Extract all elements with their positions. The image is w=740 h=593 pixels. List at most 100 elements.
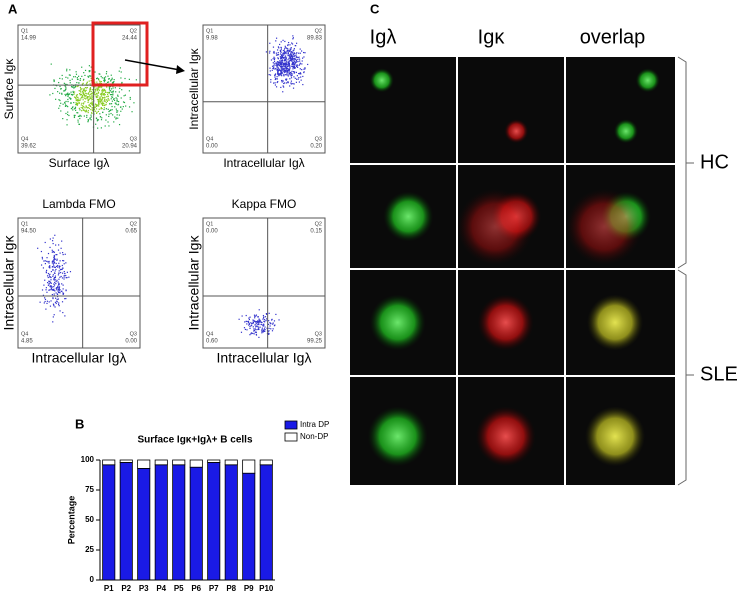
event-dot xyxy=(288,50,290,52)
event-dot xyxy=(287,72,289,74)
event-dot xyxy=(78,99,80,102)
event-dot xyxy=(111,77,113,79)
event-dot xyxy=(293,61,295,63)
event-dot xyxy=(108,113,110,115)
event-dot xyxy=(115,103,117,105)
event-dot xyxy=(262,317,265,319)
event-dot xyxy=(96,90,98,92)
event-dot xyxy=(287,69,289,71)
event-dot xyxy=(259,320,261,322)
event-dot xyxy=(251,332,253,334)
panel-label: C xyxy=(370,1,380,16)
event-dot xyxy=(84,90,86,92)
event-dot xyxy=(297,78,299,80)
event-dot xyxy=(88,76,90,78)
panel-label: A xyxy=(8,1,18,16)
event-dot xyxy=(288,62,291,64)
event-dot xyxy=(57,91,59,93)
event-dot xyxy=(62,253,64,256)
event-dot xyxy=(66,271,68,273)
event-dot xyxy=(64,298,66,300)
event-dot xyxy=(54,279,56,281)
event-dot xyxy=(67,92,69,94)
event-dot xyxy=(106,91,108,94)
event-dot xyxy=(120,97,122,99)
event-dot xyxy=(59,92,61,94)
event-dot xyxy=(87,96,89,98)
event-dot xyxy=(83,95,85,97)
event-dot xyxy=(70,98,72,100)
event-dot xyxy=(299,62,301,64)
event-dot xyxy=(276,69,278,71)
event-dot xyxy=(112,90,115,92)
event-dot xyxy=(279,65,281,67)
event-dot xyxy=(78,123,80,125)
event-dot xyxy=(47,284,50,286)
event-dot xyxy=(262,330,264,332)
event-dot xyxy=(52,260,54,262)
event-dot xyxy=(266,318,268,320)
event-dot xyxy=(59,99,61,102)
event-dot xyxy=(290,56,292,59)
event-dot xyxy=(90,77,92,79)
event-dot xyxy=(76,97,78,99)
event-dot xyxy=(100,86,102,89)
event-dot xyxy=(269,325,271,327)
event-dot xyxy=(85,105,87,107)
event-dot xyxy=(57,264,59,267)
event-dot xyxy=(80,93,82,96)
x-tick-label: P8 xyxy=(226,584,236,593)
event-dot xyxy=(76,104,78,106)
event-dot xyxy=(250,325,252,327)
event-dot xyxy=(53,277,55,279)
event-dot xyxy=(61,264,63,267)
event-dot xyxy=(282,80,284,82)
event-dot xyxy=(58,305,60,307)
event-dot xyxy=(44,279,46,281)
event-dot xyxy=(282,85,284,87)
event-dot xyxy=(303,71,305,74)
event-dot xyxy=(88,70,90,72)
event-dot xyxy=(100,107,102,109)
event-dot xyxy=(258,320,260,322)
event-dot xyxy=(91,89,94,91)
event-dot xyxy=(263,328,266,330)
event-dot xyxy=(263,329,265,331)
event-dot xyxy=(101,103,103,105)
event-dot xyxy=(43,284,45,286)
event-dot xyxy=(279,64,281,66)
event-dot xyxy=(288,61,290,63)
event-dot xyxy=(105,108,108,110)
event-dot xyxy=(110,94,112,96)
event-dot xyxy=(108,78,110,80)
event-dot xyxy=(102,111,104,113)
event-dot xyxy=(62,252,64,254)
event-dot xyxy=(299,58,301,60)
event-dot xyxy=(89,96,91,98)
event-dot xyxy=(269,74,272,76)
event-dot xyxy=(113,98,115,100)
event-dot xyxy=(269,70,271,72)
event-dot xyxy=(104,94,106,96)
event-dot xyxy=(108,125,110,127)
event-dot xyxy=(89,97,91,99)
event-dot xyxy=(79,93,82,95)
event-dot xyxy=(292,62,294,64)
event-dot xyxy=(298,56,300,58)
event-dot xyxy=(99,113,101,115)
event-dot xyxy=(268,52,271,54)
event-dot xyxy=(49,281,51,283)
event-dot xyxy=(101,104,104,106)
event-dot xyxy=(107,93,109,95)
event-dot xyxy=(298,81,301,83)
event-dot xyxy=(269,50,271,52)
event-dot xyxy=(253,329,256,331)
event-dot xyxy=(91,102,93,105)
event-dot xyxy=(50,279,52,281)
event-dot xyxy=(248,322,250,325)
event-dot xyxy=(286,50,288,52)
event-dot xyxy=(56,253,58,256)
event-dot xyxy=(276,66,278,68)
quadrant-name: Q1 xyxy=(206,28,213,34)
event-dot xyxy=(276,49,279,51)
